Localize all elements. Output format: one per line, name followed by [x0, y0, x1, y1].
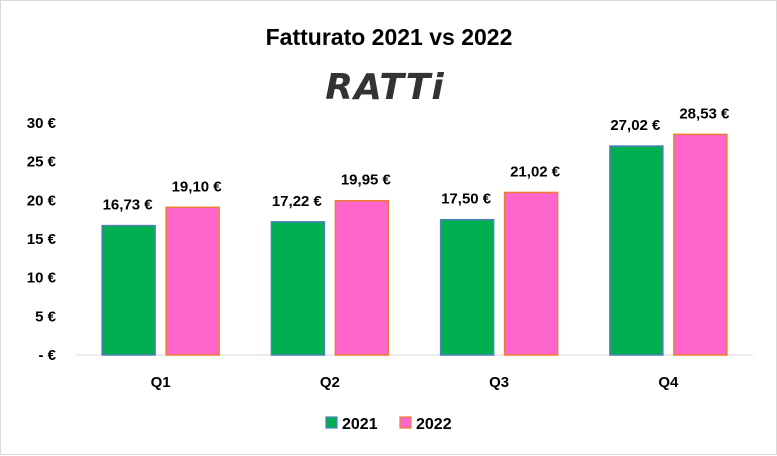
data-label: 19,95 € [341, 172, 392, 189]
bar-2021-Q2 [270, 221, 326, 356]
data-label: 19,10 € [172, 178, 223, 195]
data-label: 27,02 € [610, 117, 661, 134]
bar-2022-Q1 [165, 206, 220, 356]
bar-2021-Q3 [439, 218, 495, 356]
y-tick-label: 10 € [27, 270, 57, 287]
svg-text:RATTi: RATTi [325, 67, 444, 108]
y-tick-label: 25 € [27, 154, 57, 171]
chart-title: Fatturato 2021 vs 2022 [266, 24, 513, 50]
y-tick-label: 20 € [27, 192, 57, 209]
bar-2022-Q2 [334, 199, 390, 356]
bar-2021-Q1 [101, 224, 156, 356]
bar-2022-Q4 [673, 133, 728, 356]
data-label: 28,53 € [679, 105, 730, 122]
x-tick-label: Q4 [658, 374, 679, 391]
bar-2022-Q3 [503, 191, 559, 356]
legend-label-2022: 2022 [416, 416, 452, 433]
legend-swatch-2022 [399, 416, 412, 429]
y-tick-label: 5 € [35, 308, 57, 325]
legend-swatch-2021 [325, 416, 338, 429]
bar-2021-Q4 [609, 145, 664, 356]
x-tick-label: Q3 [489, 374, 509, 391]
legend-label-2021: 2021 [342, 416, 378, 433]
ratti-logo: RATTi [325, 67, 444, 108]
y-tick-label: 30 € [27, 115, 57, 132]
data-label: 17,50 € [441, 191, 492, 208]
y-tick-label: 15 € [27, 231, 57, 248]
data-label: 21,02 € [510, 163, 561, 180]
x-tick-label: Q1 [151, 374, 171, 391]
data-label: 17,22 € [272, 193, 323, 210]
x-tick-label: Q2 [320, 374, 340, 391]
data-label: 16,73 € [103, 197, 154, 214]
y-tick-label: - € [38, 347, 56, 364]
